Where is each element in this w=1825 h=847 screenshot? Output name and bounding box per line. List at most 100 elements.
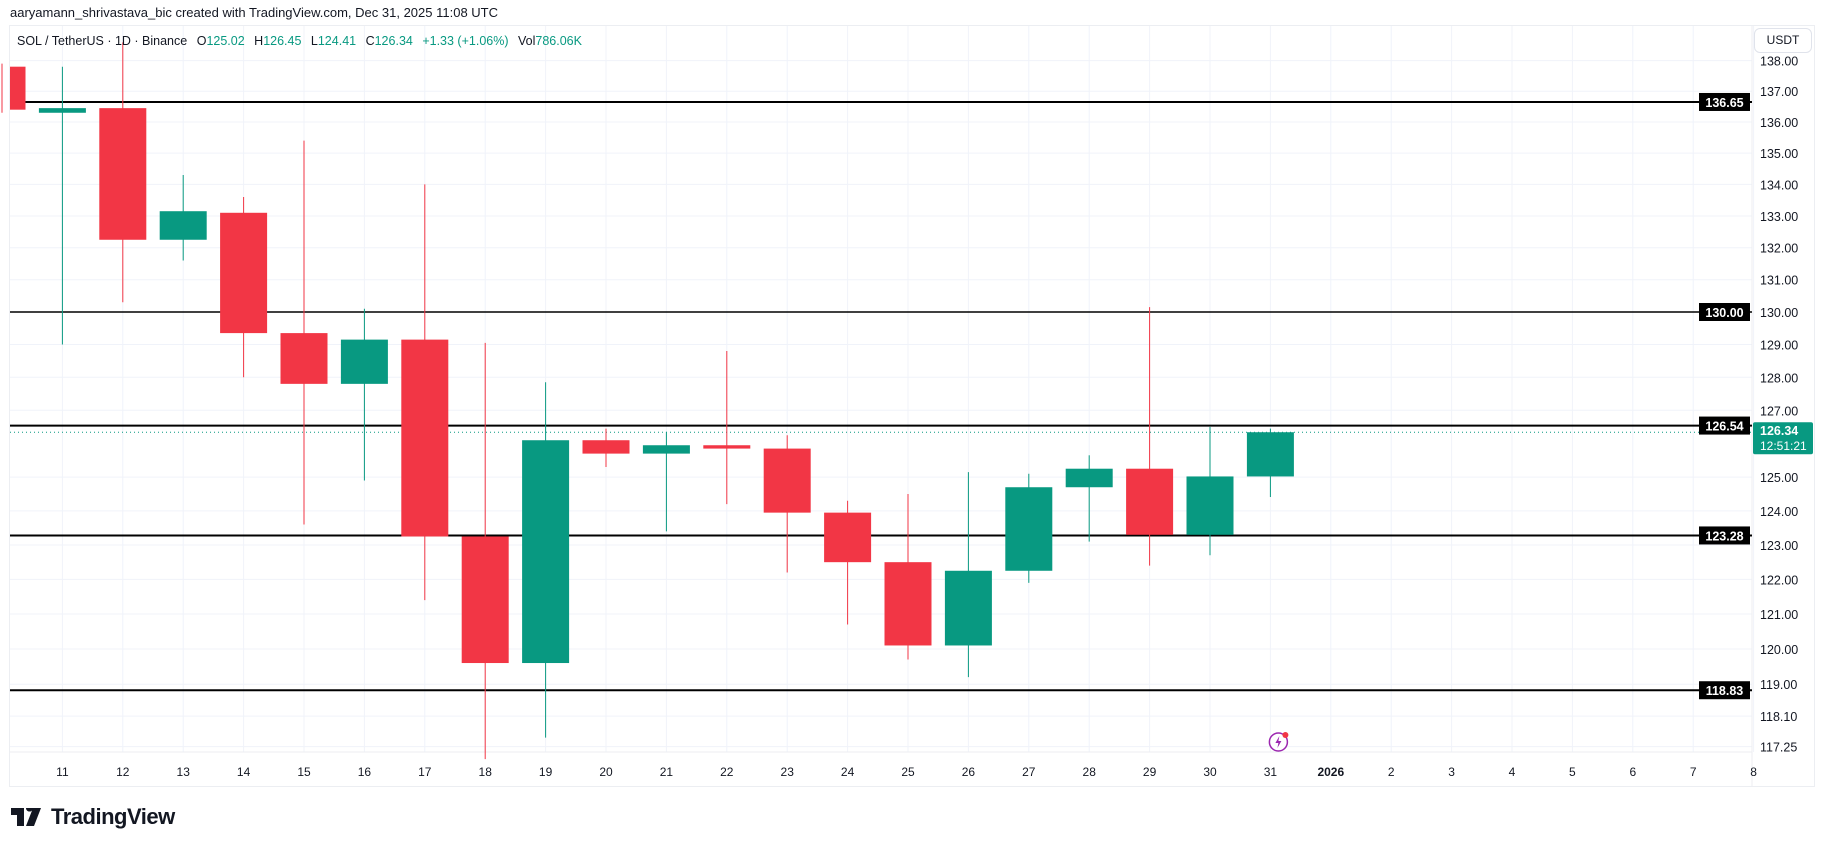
time-tick-label: 18 — [479, 765, 493, 779]
currency-button[interactable]: USDT — [1754, 28, 1812, 53]
level-price-tag — [1699, 526, 1750, 545]
candle — [703, 351, 751, 505]
time-tick-label: 27 — [1022, 765, 1036, 779]
time-tick-label: 3 — [1448, 765, 1455, 779]
time-tick-label: 22 — [720, 765, 734, 779]
time-tick-label: 26 — [962, 765, 976, 779]
candle-body — [582, 440, 630, 454]
time-tick-label: 12 — [116, 765, 130, 779]
current-price-label: 126.34 — [1760, 424, 1798, 438]
time-tick-label: 16 — [358, 765, 372, 779]
candle-body — [38, 108, 86, 113]
candle-body — [10, 66, 26, 110]
candle-body — [824, 512, 872, 563]
price-tick-label: 117.25 — [1760, 741, 1797, 755]
lightning-icon[interactable] — [1268, 732, 1289, 752]
candle — [99, 42, 147, 303]
price-tick-label: 134.00 — [1760, 178, 1798, 192]
candle-body — [642, 445, 690, 454]
candle-body — [99, 108, 147, 240]
time-tick-label: 15 — [297, 765, 311, 779]
logo-text: TradingView — [51, 804, 175, 829]
candle-body — [340, 339, 388, 384]
symbol-legend: SOL / TetherUS · 1D · Binance O125.02 H1… — [17, 34, 588, 48]
price-tick-label: 121.00 — [1760, 608, 1798, 622]
lightning-icon-bolt — [1275, 736, 1282, 748]
candle — [763, 435, 811, 573]
price-tick-label: 124.00 — [1760, 505, 1798, 519]
time-tick-label: 6 — [1629, 765, 1636, 779]
price-tick-label: 138.00 — [1760, 55, 1798, 69]
candle — [220, 197, 268, 378]
low-value: 124.41 — [317, 34, 357, 48]
countdown-label: 12:51:21 — [1760, 439, 1807, 453]
candle-body — [1005, 487, 1053, 571]
time-tick-label: 2026 — [1317, 765, 1344, 779]
candle — [1005, 473, 1053, 583]
level-price-label: 118.83 — [1706, 684, 1744, 698]
candle-body — [220, 212, 268, 334]
chart-frame — [9, 25, 1815, 787]
price-tick-label: 122.00 — [1760, 573, 1798, 587]
candle — [1126, 307, 1174, 566]
candle — [159, 174, 207, 261]
symbol-name[interactable]: SOL / TetherUS · 1D · Binance — [17, 34, 188, 48]
candle — [1065, 455, 1113, 542]
level-price-label: 123.28 — [1705, 529, 1743, 543]
time-tick-label: 21 — [660, 765, 674, 779]
price-tick-label: 132.00 — [1760, 242, 1798, 256]
price-tick-label: 137.00 — [1760, 85, 1798, 99]
price-tick-label: 130.00 — [1760, 306, 1798, 320]
candle — [1186, 426, 1234, 556]
level-price-tag — [1699, 416, 1750, 435]
tradingview-logo-icon — [11, 808, 41, 826]
high-value: 126.45 — [263, 34, 302, 48]
price-tick-label: 125.00 — [1760, 471, 1798, 485]
time-tick-label: 8 — [1750, 765, 1757, 779]
high-label: H — [254, 34, 264, 48]
candle-body — [703, 445, 751, 449]
change-value: +1.33 (+1.06%) — [422, 34, 509, 48]
candle — [401, 184, 449, 601]
candle-body — [461, 536, 509, 664]
candle-body — [401, 339, 449, 537]
price-tick-label: 127.00 — [1760, 404, 1798, 418]
candle — [1246, 428, 1294, 498]
candle — [824, 500, 872, 625]
time-tick-label: 30 — [1203, 765, 1217, 779]
candle — [280, 140, 328, 525]
time-tick-label: 17 — [418, 765, 432, 779]
time-tick-label: 23 — [781, 765, 795, 779]
candle-body — [1186, 476, 1234, 535]
volume-value: 786.06K — [535, 34, 582, 48]
price-tick-label: 119.00 — [1760, 678, 1797, 692]
candle-body — [522, 440, 570, 664]
price-tick-label: 136.00 — [1760, 116, 1798, 130]
candle — [642, 431, 690, 532]
price-tick-label: 120.00 — [1760, 643, 1798, 657]
candle — [38, 66, 86, 345]
time-tick-label: 13 — [177, 765, 191, 779]
candle — [340, 308, 388, 481]
price-tick-label: 118.10 — [1760, 710, 1797, 724]
time-tick-label: 25 — [901, 765, 915, 779]
time-tick-label: 11 — [56, 765, 69, 779]
time-tick-label: 29 — [1143, 765, 1157, 779]
time-tick-label: 2 — [1388, 765, 1395, 779]
candle — [522, 382, 570, 738]
low-label: L — [310, 34, 318, 48]
candle — [884, 493, 932, 660]
price-tick-label: 133.00 — [1760, 210, 1798, 224]
candle-body — [1065, 468, 1113, 488]
time-tick-label: 19 — [539, 765, 553, 779]
price-tick-label: 129.00 — [1760, 339, 1798, 353]
time-tick-label: 4 — [1509, 765, 1516, 779]
time-tick-label: 14 — [237, 765, 251, 779]
tradingview-logo[interactable]: TradingView — [11, 804, 175, 830]
candle — [1, 63, 26, 113]
candle-body — [159, 211, 207, 240]
time-tick-label: 5 — [1569, 765, 1576, 779]
level-price-label: 126.54 — [1705, 420, 1743, 434]
